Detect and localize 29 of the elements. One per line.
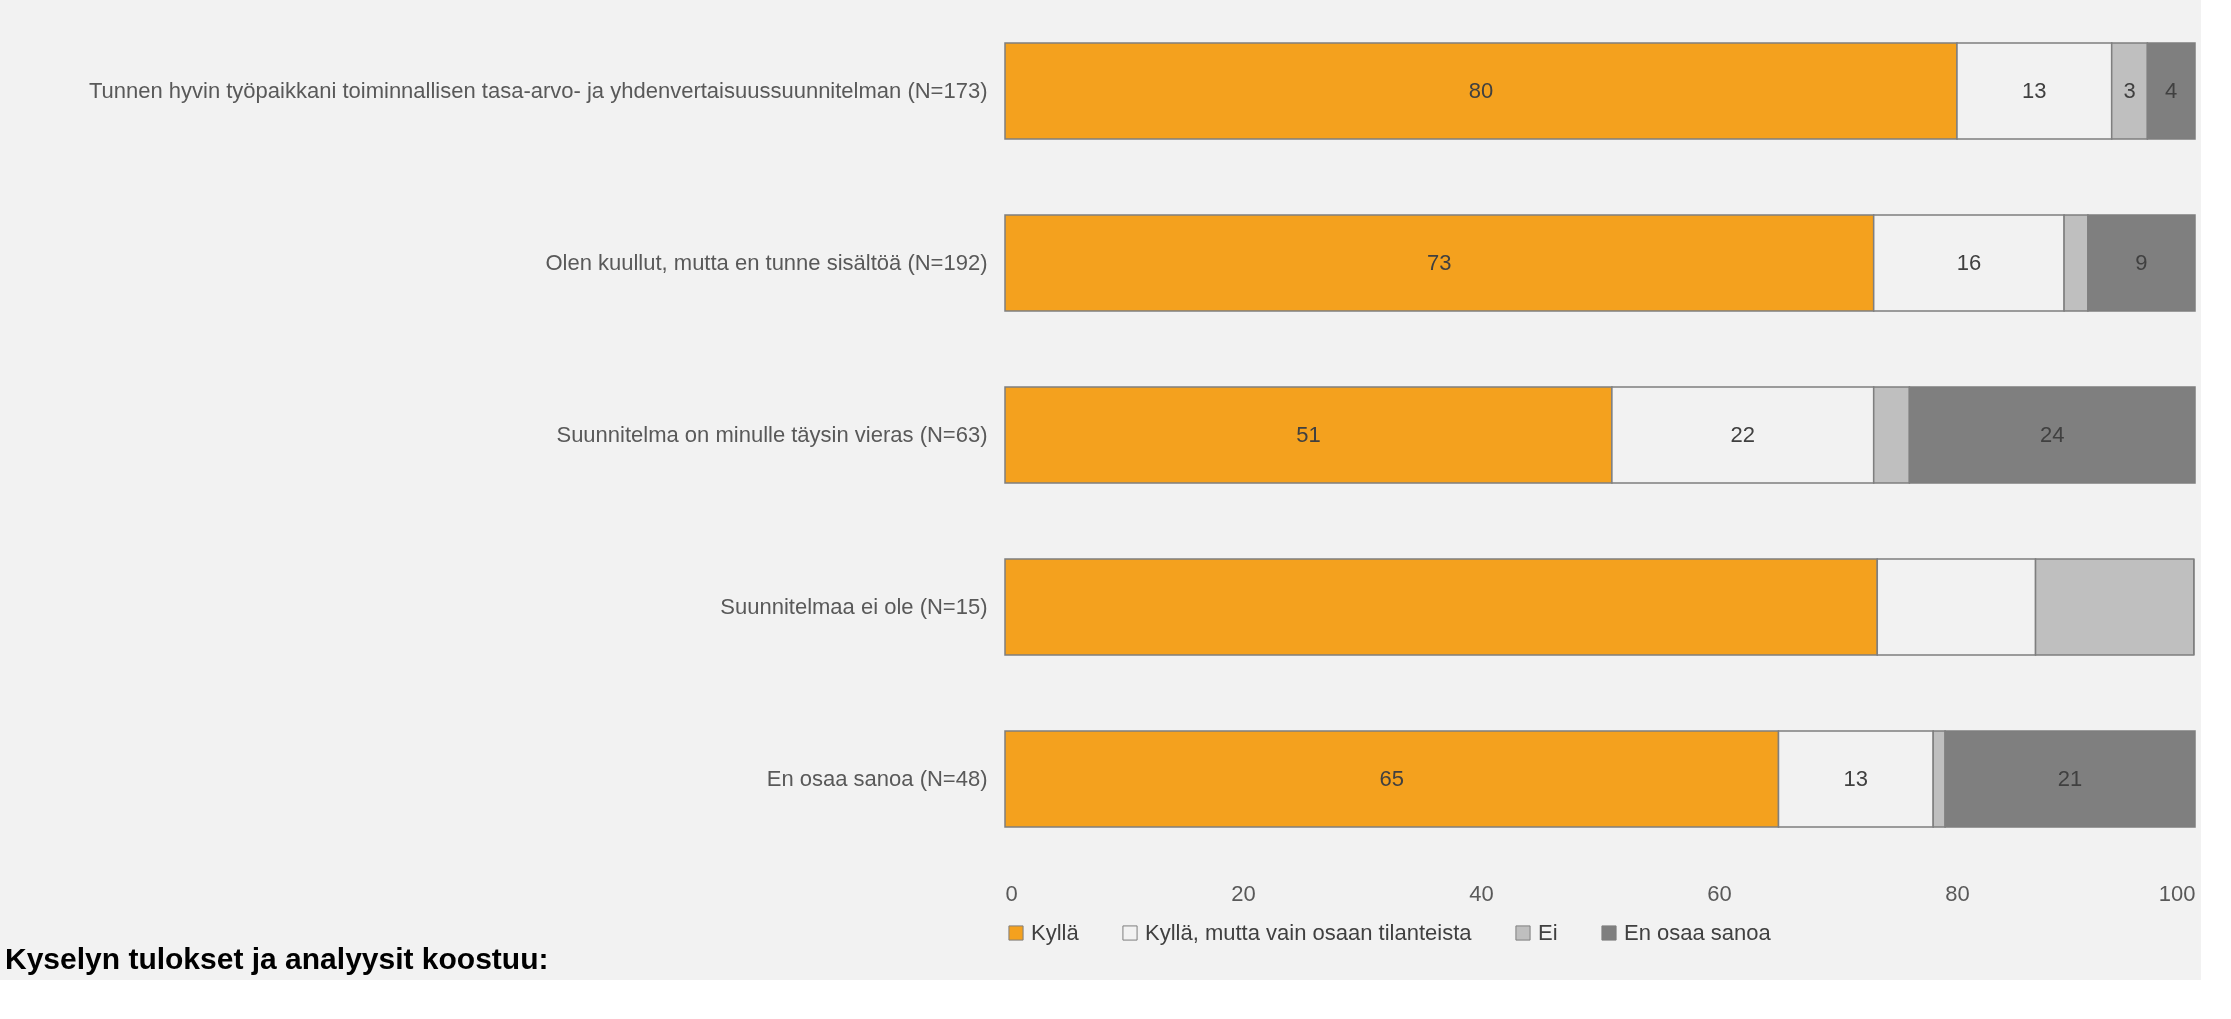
x-tick-label: 100 (2158, 880, 2196, 906)
data-label: 65 (1379, 766, 1404, 791)
data-label: 13 (2022, 78, 2047, 103)
x-tick-label: 80 (1945, 880, 1970, 906)
data-label: 4 (2165, 78, 2178, 103)
x-tick-label: 40 (1469, 880, 1494, 906)
data-label: 21 (2057, 766, 2083, 791)
data-label: 9 (2135, 250, 2148, 275)
y-tick-label: Suunnitelma on minulle täysin vieras (N=63) (556, 422, 988, 447)
x-tick-label: 0 (1005, 880, 1018, 906)
legend-label: Kyllä (1031, 920, 1080, 945)
x-tick-label: 20 (1231, 880, 1256, 906)
data-label: 16 (1956, 250, 1982, 275)
data-label: 24 (2039, 422, 2065, 447)
data-label: 73 (1427, 250, 1452, 275)
x-tick-label: 60 (1707, 880, 1732, 906)
y-tick-label: Tunnen hyvin työpaikkani toiminnallisen tasa-arvo- ja yhdenvertaisuussuunnitelman (N=173) (88, 78, 988, 103)
y-tick-label: Olen kuullut, mutta en tunne sisältöä (N=192) (545, 250, 988, 275)
data-label: 13 (1843, 766, 1869, 791)
legend-label: Kyllä, mutta vain osaan tilanteista (1145, 920, 1473, 945)
data-label: 22 (1730, 422, 1756, 447)
y-tick-label: Suunnitelmaa ei ole (N=15) (720, 594, 988, 619)
data-label: 3 (2123, 78, 2136, 103)
y-tick-label: En osaa sanoa (N=48) (766, 766, 988, 791)
legend-label: Ei (1538, 920, 1558, 945)
data-label: 51 (1296, 422, 1321, 447)
legend-label: En osaa sanoa (1624, 920, 1772, 945)
text: Kyselyn tulokset ja analyysit koostuu: (5, 942, 549, 975)
data-label: 80 (1468, 78, 1494, 103)
